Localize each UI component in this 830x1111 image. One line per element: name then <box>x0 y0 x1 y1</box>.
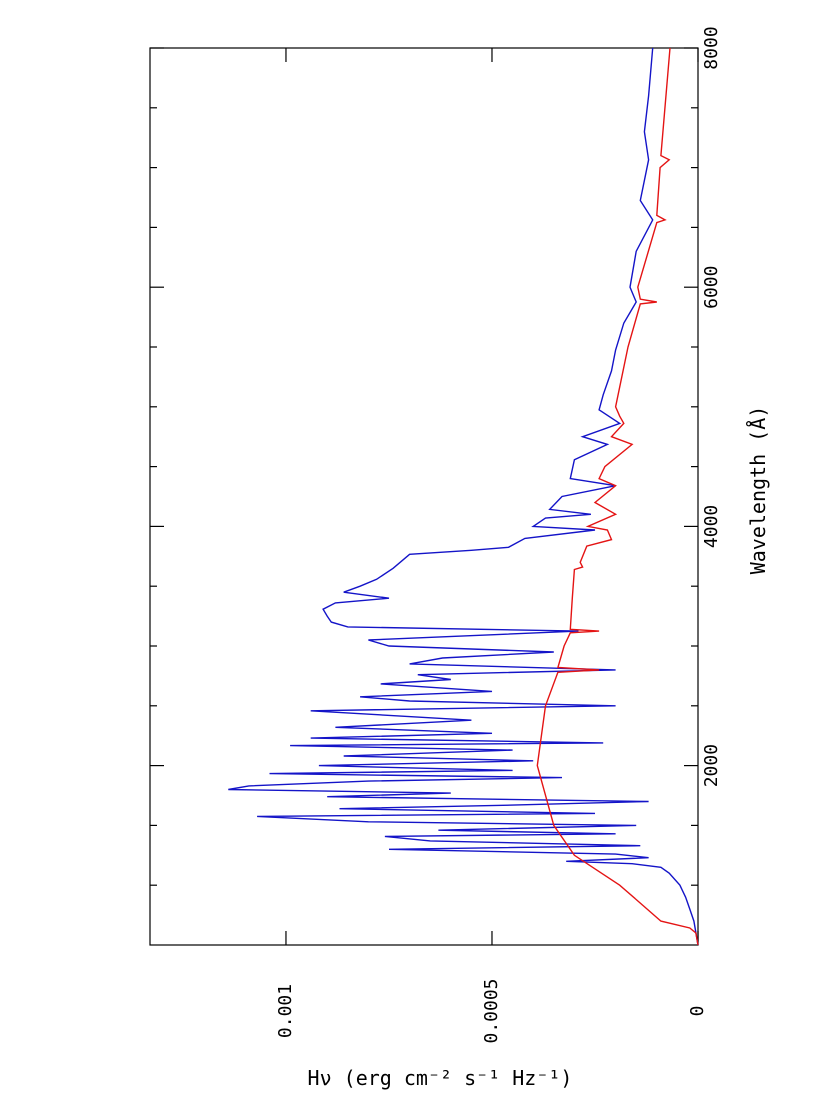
x-tick-label: 2000 <box>701 744 722 787</box>
y-tick-label: 0.0005 <box>481 978 502 1043</box>
y-tick-label: 0 <box>687 1006 708 1017</box>
spectrum-line <box>228 47 699 946</box>
x-tick-label: 8000 <box>701 26 722 69</box>
y-axis-label: Hν (erg cm⁻² s⁻¹ Hz⁻¹) <box>308 1066 573 1090</box>
x-tick-label: 6000 <box>701 266 722 309</box>
plot-frame <box>149 47 699 946</box>
x-tick-label: 4000 <box>701 505 722 548</box>
y-tick-label: 0.001 <box>275 984 296 1038</box>
x-axis-label: Wavelength (Å) <box>746 406 770 575</box>
rotated-plot: 2000 4000 6000 8000 0 0.0005 0.001 Wavelength (… <box>149 26 770 1044</box>
spectrum-line <box>536 47 699 946</box>
